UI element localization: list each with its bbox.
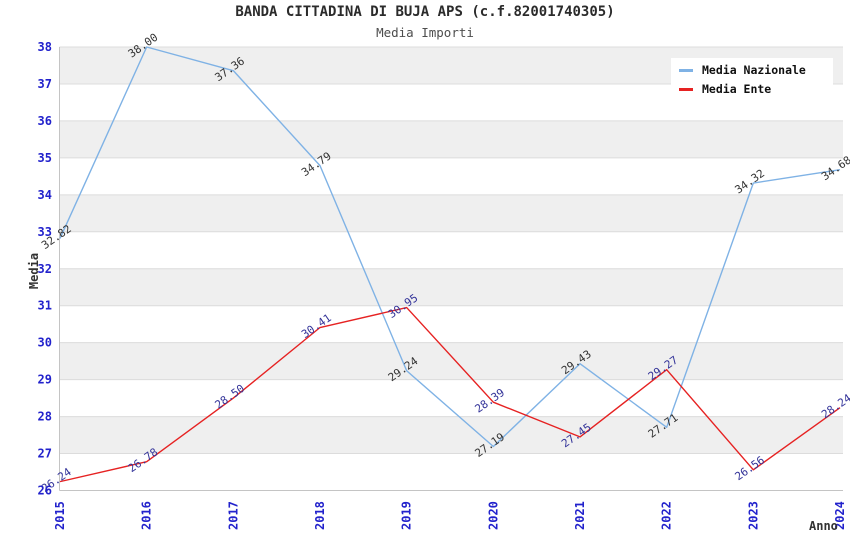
x-tick-label: 2015 (53, 501, 67, 530)
x-tick-label: 2024 (833, 501, 847, 530)
x-tick-label: 2020 (486, 501, 500, 530)
y-tick-label: 27 (38, 447, 52, 461)
grid-band (59, 342, 843, 380)
y-tick-label: 33 (38, 225, 52, 239)
grid-band (59, 194, 843, 232)
x-tick-label: 2022 (660, 501, 674, 530)
series-line-media-ente (59, 306, 841, 483)
legend-label-media-ente: Media Ente (702, 82, 772, 96)
y-tick-label: 29 (38, 373, 52, 387)
y-tick-label: 28 (38, 410, 52, 424)
y-tick-label: 36 (38, 114, 52, 128)
legend-line-swatch-nazionale-icon (679, 68, 693, 72)
x-tick-label: 2017 (226, 501, 240, 530)
legend-label-media-nazionale: Media Nazionale (702, 63, 806, 77)
legend-item-media-ente: Media Ente (679, 82, 825, 96)
y-tick-label: 26 (38, 484, 52, 498)
x-tick-label: 2016 (140, 501, 154, 530)
grid-band (59, 305, 843, 343)
chart-subtitle: Media Importi (376, 25, 474, 40)
legend-item-media-nazionale: Media Nazionale (679, 63, 825, 77)
grid-band (59, 416, 843, 454)
grid-band (59, 120, 843, 158)
series-line-media-nazionale (59, 46, 841, 448)
grid-band (59, 379, 843, 417)
chart-title: BANDA CITTADINA DI BUJA APS (c.f.8200174… (235, 4, 615, 20)
x-tick-label: 2023 (746, 501, 760, 530)
y-tick-label: 38 (38, 40, 52, 54)
grid-band (59, 157, 843, 195)
grid-band (59, 231, 843, 269)
y-tick-label: 35 (38, 151, 52, 165)
y-tick-label: 32 (38, 262, 52, 276)
y-axis-title: Media (27, 252, 41, 290)
y-tick-label: 37 (38, 77, 52, 91)
x-tick-label: 2018 (313, 501, 327, 530)
legend-line-swatch-ente-icon (679, 87, 693, 91)
y-tick-label: 30 (38, 336, 52, 350)
y-tick-label: 31 (38, 299, 52, 313)
x-tick-label: 2021 (573, 501, 587, 530)
y-tick-label: 34 (38, 188, 52, 202)
x-axis-title: Anno (809, 519, 838, 533)
grid-band (59, 268, 843, 306)
grid-band (59, 453, 843, 491)
legend: Media Nazionale Media Ente (671, 58, 833, 102)
x-tick-label: 2019 (400, 501, 414, 530)
